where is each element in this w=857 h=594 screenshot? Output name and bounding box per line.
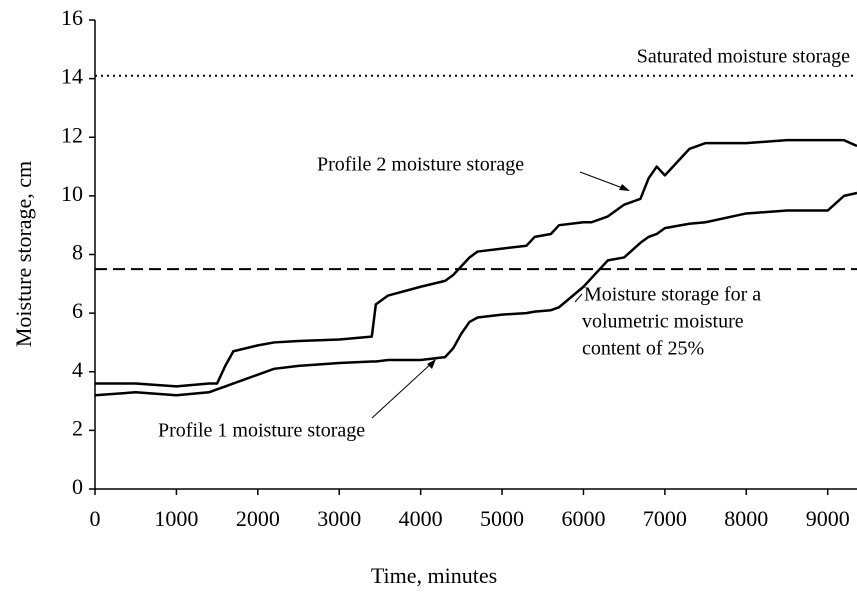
- y-tick-label: 14: [61, 64, 83, 89]
- y-axis-label: Moisture storage, cm: [11, 161, 36, 347]
- x-axis-label: Time, minutes: [371, 563, 497, 588]
- annotation: volumetric moisture: [582, 311, 744, 333]
- y-tick-label: 0: [72, 474, 83, 499]
- x-tick-label: 5000: [480, 506, 524, 531]
- y-tick-label: 16: [61, 5, 83, 30]
- y-tick-label: 10: [61, 181, 83, 206]
- y-tick-label: 8: [72, 240, 83, 265]
- x-tick-label: 9000: [806, 506, 850, 531]
- y-tick-label: 2: [72, 415, 83, 440]
- x-tick-label: 7000: [643, 506, 687, 531]
- x-tick-label: 3000: [317, 506, 361, 531]
- y-tick-label: 6: [72, 298, 83, 323]
- annotation: Moisture storage for a: [584, 284, 761, 306]
- arrow-head: [619, 184, 630, 191]
- arrow-head: [427, 359, 436, 369]
- annotation-arrow: [579, 171, 629, 191]
- series-line: [95, 138, 857, 388]
- annotation-arrow: [371, 360, 435, 419]
- x-tick-label: 0: [90, 506, 101, 531]
- y-tick-label: 4: [72, 357, 83, 382]
- annotation-arrow: [574, 293, 583, 303]
- annotation: Saturated moisture storage: [637, 46, 850, 68]
- x-tick-label: 6000: [561, 506, 605, 531]
- annotation: Profile 1 moisture storage: [158, 420, 365, 442]
- x-tick-label: 8000: [724, 506, 768, 531]
- x-tick-label: 2000: [236, 506, 280, 531]
- series-line: [94, 191, 857, 397]
- x-tick-label: 4000: [399, 506, 443, 531]
- annotation: Profile 2 moisture storage: [317, 154, 524, 176]
- y-tick-label: 12: [61, 122, 83, 147]
- annotation: content of 25%: [582, 338, 704, 360]
- x-tick-label: 1000: [154, 506, 198, 531]
